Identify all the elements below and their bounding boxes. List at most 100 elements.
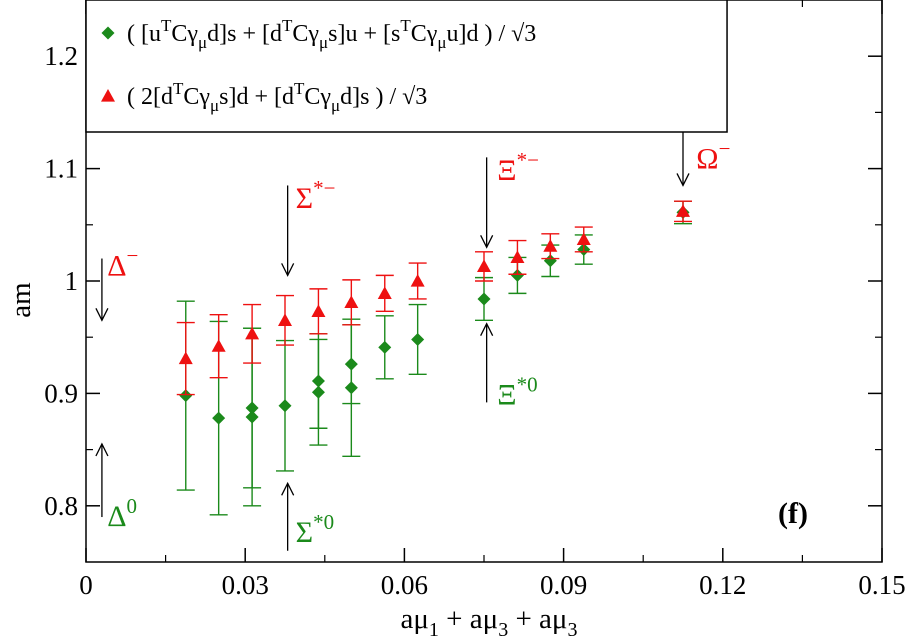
data-point (245, 410, 259, 424)
legend-label-part: Cγ (411, 21, 438, 47)
data-point (477, 259, 491, 272)
arrow-head (480, 234, 494, 249)
series-group (176, 200, 692, 516)
data-point (278, 399, 292, 413)
x-tick-label: 0.06 (381, 570, 428, 600)
annotation-label: Σ*− (296, 176, 336, 215)
annotation-xi-star-zero: Ξ*0 (480, 322, 538, 412)
data-point (179, 389, 193, 403)
legend-label-part: s]u + [s (328, 21, 400, 47)
legend-label-part: μ (437, 33, 446, 52)
annotation-sigma-star-zero: Σ*0 (281, 481, 334, 551)
arrow-head (281, 481, 295, 496)
annotation-label: Ξ*0 (497, 373, 537, 412)
legend-label-part: T (161, 16, 172, 35)
data-point (278, 313, 292, 326)
annotation-label: Δ0 (107, 494, 137, 533)
legend-label-part: Cγ (304, 84, 331, 110)
data-point (543, 239, 558, 252)
legend-label-part: T (400, 16, 411, 35)
annotation-sigma-star-minus: Σ*− (281, 176, 336, 277)
legend-marker (101, 26, 115, 40)
data-point (344, 381, 358, 395)
data-point (344, 295, 359, 308)
data-point (676, 204, 690, 217)
data-point (410, 274, 425, 287)
y-tick-label: 1.2 (44, 41, 78, 71)
arrow-head (95, 308, 109, 322)
annotation-sup: − (127, 243, 139, 267)
data-point (510, 250, 525, 263)
annotation-label: Δ− (107, 243, 138, 282)
x-tick-label: 0 (79, 570, 93, 600)
legend-label-part: μ (319, 33, 328, 52)
data-point (576, 232, 591, 246)
x-axis-title-sub: 3 (498, 619, 508, 641)
x-axis-title-part: + aμ (508, 603, 567, 635)
x-axis-title-part: aμ (401, 603, 429, 635)
legend-label-part: s]d + [d (219, 84, 294, 110)
legend-label-part: T (282, 16, 293, 35)
x-axis-title-part: + aμ (439, 603, 498, 635)
legend-label-part: Cγ (292, 21, 319, 47)
annotation-base: Ξ (497, 379, 516, 412)
annotation-sup: *0 (313, 510, 334, 534)
x-tick-label: 0.15 (858, 570, 905, 600)
legend-label: ( 2[dTCγμs]d + [dTCγμd]s ) / √3 (127, 79, 427, 115)
legend-entry: ( [uTCγμd]s + [dTCγμs]u + [sTCγμu]d ) / … (101, 16, 536, 52)
annotation-base: Σ (296, 182, 313, 215)
x-tick-label: 0.12 (699, 570, 746, 600)
legend-label-part: ( [u (127, 21, 161, 47)
legend-label-part: Cγ (171, 21, 198, 47)
y-tick-label: 1.1 (44, 154, 78, 184)
legend-label-part: d]s + [d (207, 21, 282, 47)
legend-label-part: T (173, 79, 184, 98)
annotation-label: Ω− (696, 137, 730, 176)
arrow-head (480, 322, 494, 337)
arrow-head (95, 442, 109, 457)
annotation-omega-minus: Ω− (676, 123, 730, 187)
x-tick-label: 0.09 (540, 570, 587, 600)
legend-marker (101, 89, 115, 102)
annotation-xi-star-minus: Ξ*− (480, 148, 539, 249)
legend-box (85, 0, 728, 133)
panel-label: (f) (778, 497, 808, 530)
annotation-base: Δ (107, 500, 126, 533)
annotation-delta-zero: Δ0 (95, 442, 137, 533)
y-tick-label: 1 (65, 266, 79, 296)
legend-label-part: ( 2[d (127, 84, 173, 110)
legend-label-part: d]s ) / √3 (340, 84, 427, 110)
legend-label-part: μ (210, 96, 219, 115)
data-point (211, 339, 226, 352)
legend-label-part: T (294, 79, 305, 98)
x-tick-label: 0.03 (222, 570, 269, 600)
annotation-sup: *0 (517, 373, 538, 397)
data-point (510, 268, 524, 282)
y-tick-label: 0.8 (44, 491, 78, 521)
annotation-delta-minus: Δ− (95, 243, 138, 322)
annotation-sup: *− (517, 148, 539, 172)
annotation-sup: − (719, 137, 731, 161)
annotations-group: Δ−Δ0Σ*−Σ*0Ξ*−Ξ*0Ω− (95, 123, 730, 551)
annotation-base: Σ (296, 516, 313, 549)
legend-label-part: Cγ (183, 84, 210, 110)
data-point (212, 411, 226, 425)
annotation-label: Σ*0 (296, 510, 334, 549)
arrow-head (281, 263, 295, 277)
annotation-base: Ξ (497, 154, 516, 187)
data-point (411, 332, 425, 346)
x-axis-title-sub: 1 (429, 619, 439, 641)
arrow-head (676, 173, 690, 187)
annotation-sup: 0 (127, 494, 138, 518)
x-axis-title-sub: 3 (567, 619, 577, 641)
annotation-label: Ξ*− (497, 148, 539, 187)
annotation-base: Ω (696, 143, 718, 176)
series-0 (176, 200, 692, 516)
legend-label-part: u]d ) / √3 (446, 21, 536, 47)
annotation-sup: *− (313, 176, 335, 200)
legend: ( [uTCγμd]s + [dTCγμs]u + [sTCγμu]d ) / … (85, 0, 728, 133)
data-point (311, 385, 325, 399)
x-axis-title: aμ1 + aμ3 + aμ3 (401, 603, 578, 641)
data-point (477, 292, 491, 306)
